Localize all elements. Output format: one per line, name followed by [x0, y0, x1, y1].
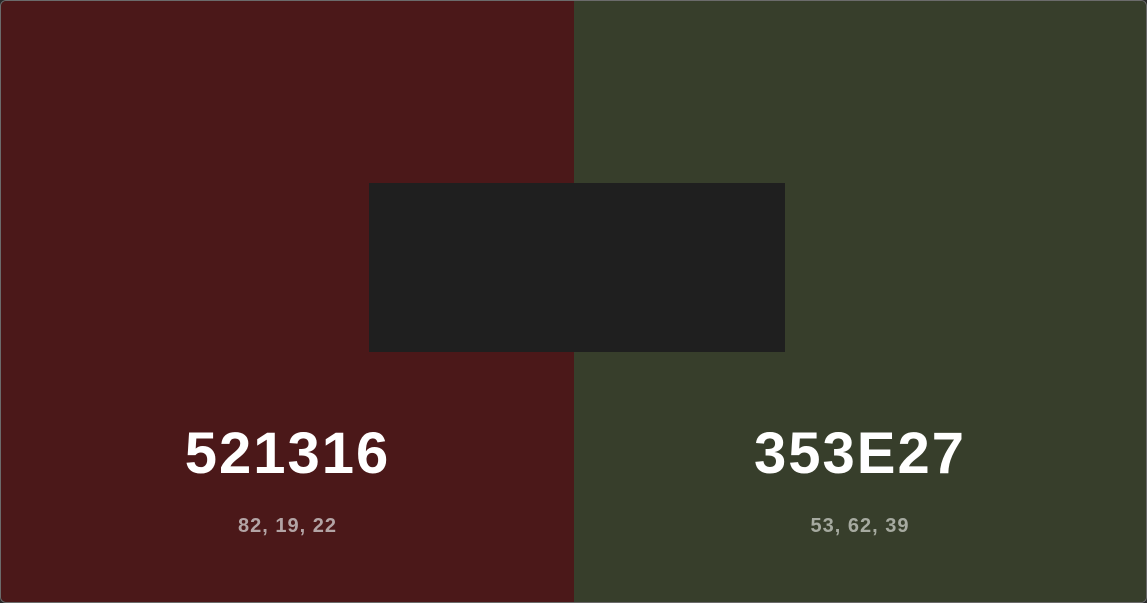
center-color-overlay: [369, 183, 785, 352]
swatch-right[interactable]: 353E27 53, 62, 39: [574, 1, 1146, 602]
rgb-values-left: 82, 19, 22: [238, 515, 337, 537]
hex-code-left: 521316: [184, 421, 391, 486]
rgb-values-right: 53, 62, 39: [810, 515, 910, 537]
hex-code-right: 353E27: [754, 421, 966, 486]
